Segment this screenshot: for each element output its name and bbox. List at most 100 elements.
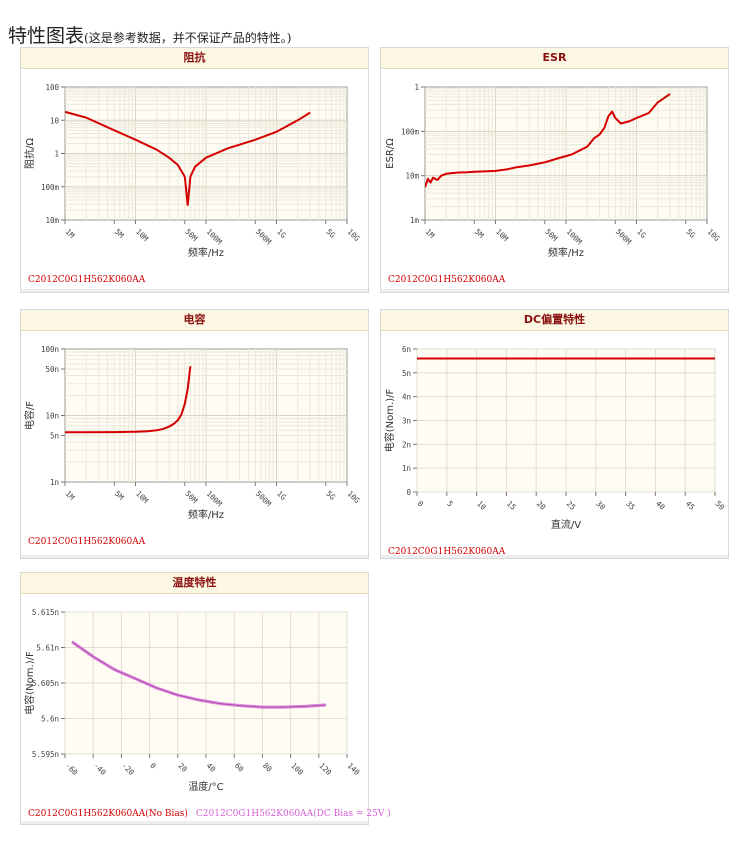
- chart-card-esr: ESR 1m 10m 100m 1 1M 5M 10M 50M 100M 500M 1G 5G 10G 频率…: [380, 47, 729, 293]
- chart-svg-temperature: 5.595n 5.6n 5.605n 5.61n 5.615n -60 -40 -20 0 20 4…: [23, 608, 362, 793]
- x-axis-label: 温度/°C: [188, 780, 223, 793]
- x-tick-label: 50M: [183, 227, 199, 243]
- card-footer-bar: [21, 289, 368, 292]
- chart-card-impedance: 阻抗 10m 100m 1 10 100 1M 5M 10M 50M 100M 500M 1G 5G 10G…: [20, 47, 369, 293]
- x-tick-label: 80: [261, 761, 274, 774]
- chart-svg-capacitance: 1n 5n 10n 50n 100n 1M 5M 10M 50M 100M 500M 1G 5G 10G 频…: [23, 345, 362, 521]
- x-tick-label: 5G: [324, 489, 337, 502]
- y-tick-label: 10m: [45, 216, 59, 225]
- chart-card-temperature: 温度特性 5.595n 5.6n 5.605n 5.61n 5.615n -60 -40 -20…: [20, 572, 391, 825]
- series-line-esr-0: [425, 93, 671, 188]
- card-footer-bar: [381, 555, 728, 558]
- x-tick-label: 500M: [254, 489, 273, 508]
- y-tick-label: 100: [45, 83, 59, 92]
- x-axis-label: 频率/Hz: [548, 246, 584, 259]
- chart-card-capacitance: 电容 1n 5n 10n 50n 100n 1M 5M 10M 50M 100M 500M 1G 5G 10…: [20, 309, 369, 559]
- chart-svg-esr: 1m 10m 100m 1 1M 5M 10M 50M 100M 500M 1G 5G 10G 频率/Hz…: [385, 83, 722, 259]
- y-tick-label: 5.6n: [41, 715, 59, 724]
- grid: [65, 87, 347, 220]
- y-tick-label: 1n: [50, 478, 59, 487]
- chart-legend: C2012C0G1H562K060AA: [388, 547, 505, 557]
- chart-card-dc-bias: DC偏置特性 0 1n 2n 3n 4n 5n 6n 0 5 10 15 20 25 30 35 40 45 50 直…: [380, 309, 729, 559]
- x-tick-label: 35: [624, 499, 637, 512]
- x-tick-label: 1G: [635, 227, 648, 240]
- card-footer-bar: [21, 821, 368, 824]
- x-tick-label: 10M: [134, 489, 150, 505]
- y-tick-label: 50n: [45, 365, 59, 374]
- y-tick-label: 10m: [405, 172, 419, 181]
- x-tick-label: 0: [148, 761, 158, 771]
- y-tick-label: 2n: [402, 440, 411, 449]
- y-axis-label: 电容(Nom.)/F: [383, 389, 396, 453]
- chart-title: ESR: [381, 48, 728, 69]
- chart-title: 温度特性: [21, 573, 368, 594]
- x-tick-label: 100M: [205, 227, 224, 246]
- x-tick-label: -60: [64, 761, 80, 777]
- x-tick-label: 140: [346, 761, 362, 777]
- y-tick-label: 1m: [410, 216, 420, 225]
- x-tick-label: -20: [120, 761, 136, 777]
- chart-svg-dc-bias: 0 1n 2n 3n 4n 5n 6n 0 5 10 15 20 25 30 35 40 45 50 直流/V 电容(…: [383, 345, 727, 531]
- chart-legend: C2012C0G1H562K060AA: [28, 537, 145, 547]
- grid: [425, 87, 707, 220]
- x-tick-label: 500M: [254, 227, 273, 246]
- x-tick-label: 10M: [494, 227, 510, 243]
- y-tick-label: 5.61n: [36, 644, 59, 653]
- x-tick-label: 10: [475, 499, 488, 512]
- x-tick-label: 1M: [64, 489, 77, 502]
- x-tick-label: 100: [289, 761, 305, 777]
- x-tick-label: 60: [233, 761, 246, 774]
- x-axis-label: 直流/V: [551, 518, 581, 531]
- x-tick-label: 10G: [706, 227, 722, 243]
- legend-entry: C2012C0G1H562K060AA: [28, 275, 146, 285]
- page-subtitle: (这是参考数据，并不保证产品的特性。): [84, 30, 292, 45]
- x-tick-label: 5: [445, 499, 455, 509]
- x-tick-label: 15: [505, 499, 518, 512]
- series-line-capacitance-0: [65, 366, 192, 434]
- y-axis-label: 电容(Nom.)/F: [23, 651, 36, 715]
- chart-title: 电容: [21, 310, 368, 331]
- y-tick-label: 10: [50, 116, 60, 125]
- y-axis-label: 阻抗/Ω: [23, 138, 36, 169]
- x-tick-label: 0: [416, 499, 426, 509]
- y-tick-label: 1: [54, 150, 59, 159]
- x-tick-label: 45: [684, 499, 697, 512]
- series-line-impedance-0: [65, 110, 311, 207]
- y-tick-label: 0: [406, 488, 411, 497]
- y-tick-label: 1n: [402, 464, 411, 473]
- x-tick-label: 5M: [113, 489, 126, 502]
- chart-legend: C2012C0G1H562K060AA: [388, 275, 505, 285]
- legend-entry: C2012C0G1H562K060AA(DC Bias = 25V ): [195, 809, 391, 819]
- x-tick-label: -40: [92, 761, 108, 777]
- y-axis-label: ESR/Ω: [385, 138, 396, 169]
- x-tick-label: 100M: [565, 227, 584, 246]
- legend-entry: C2012C0G1H562K060AA: [388, 547, 506, 557]
- x-tick-label: 1G: [275, 227, 288, 240]
- y-tick-label: 3n: [402, 417, 411, 426]
- x-tick-label: 5M: [473, 227, 486, 240]
- legend-entry: C2012C0G1H562K060AA: [28, 537, 146, 547]
- y-tick-label: 1: [414, 83, 419, 92]
- grid: [416, 348, 716, 493]
- card-footer-bar: [381, 289, 728, 292]
- series-line-temperature-1: [71, 641, 326, 708]
- x-tick-label: 1M: [424, 227, 437, 240]
- x-tick-label: 30: [594, 499, 607, 512]
- x-tick-label: 50: [714, 499, 727, 512]
- x-tick-label: 40: [205, 761, 218, 774]
- y-tick-label: 6n: [402, 345, 411, 354]
- x-tick-label: 25: [565, 499, 578, 512]
- x-tick-label: 5G: [684, 227, 697, 240]
- x-tick-label: 50M: [183, 489, 199, 505]
- x-tick-label: 10G: [346, 227, 362, 243]
- y-tick-label: 5.595n: [32, 750, 59, 759]
- chart-legend: C2012C0G1H562K060AA: [28, 275, 145, 285]
- x-tick-label: 10G: [346, 489, 362, 505]
- legend-entry: C2012C0G1H562K060AA: [388, 275, 506, 285]
- x-tick-label: 40: [654, 499, 667, 512]
- card-footer-bar: [21, 555, 368, 558]
- x-tick-label: 20: [535, 499, 548, 512]
- x-tick-label: 500M: [614, 227, 633, 246]
- x-tick-label: 20: [176, 761, 189, 774]
- y-tick-label: 100m: [41, 183, 60, 192]
